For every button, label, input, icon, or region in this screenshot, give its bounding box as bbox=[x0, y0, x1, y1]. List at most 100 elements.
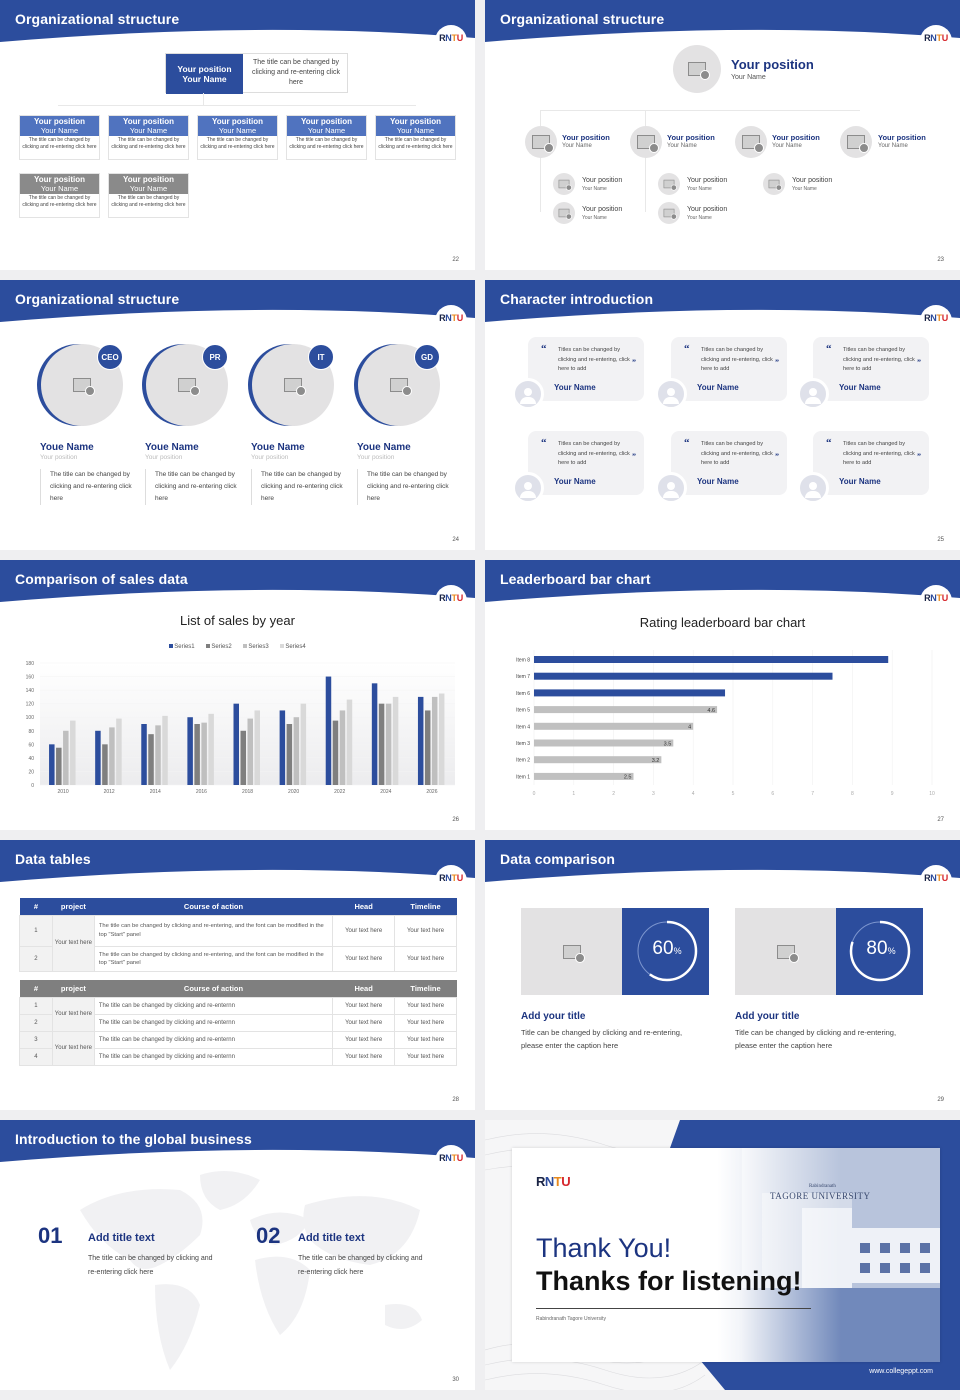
org-top-box[interactable]: Your position Your Name The title can be … bbox=[165, 53, 348, 94]
slide-23[interactable]: Organizational structure RNTU Your posit… bbox=[485, 0, 960, 270]
svg-text:Item 2: Item 2 bbox=[516, 758, 530, 764]
svg-text:2010: 2010 bbox=[57, 789, 68, 795]
org-box[interactable]: Your position Your Name The title can be c… bbox=[375, 115, 456, 160]
avatar-icon bbox=[655, 378, 687, 410]
name: Your Name bbox=[582, 215, 607, 221]
testimonial-card[interactable]: “ Titles can be changed by clicking and r… bbox=[671, 337, 787, 401]
testimonial-card[interactable]: “ Titles can be changed by clicking and r… bbox=[528, 431, 644, 495]
testimonial-card[interactable]: “ Titles can be changed by clicking and r… bbox=[813, 337, 929, 401]
org-box[interactable]: Your position Your Name The title can be c… bbox=[197, 115, 278, 160]
item-number: 02 bbox=[256, 1223, 281, 1248]
photo-placeholder[interactable] bbox=[673, 45, 721, 93]
image-placeholder[interactable] bbox=[521, 908, 622, 995]
table-row[interactable]: 2 The title can be changed by clicking a… bbox=[19, 945, 457, 972]
image-add-icon bbox=[768, 179, 782, 191]
svg-text:80: 80 bbox=[28, 729, 34, 735]
testimonial-card[interactable]: “ Titles can be changed by clicking and r… bbox=[528, 337, 644, 401]
slide-header: Organizational structure bbox=[0, 0, 475, 44]
svg-text:6: 6 bbox=[771, 791, 774, 797]
photo-placeholder[interactable] bbox=[553, 173, 575, 195]
data-table-1: # project Course of action Head Timeline… bbox=[19, 898, 457, 972]
role-badge: IT bbox=[308, 344, 334, 370]
slide-31[interactable]: Rabindranath TAGORE UNIVERSITY RNTU Than… bbox=[485, 1120, 960, 1390]
slide-27[interactable]: Leaderboard bar chart RNTU Rating leader… bbox=[485, 560, 960, 830]
person-info: Youe Name Your position The title can be c… bbox=[145, 442, 245, 505]
org-box[interactable]: Your position Your Name The title can be c… bbox=[108, 173, 189, 218]
image-add-icon bbox=[178, 378, 200, 396]
org-box[interactable]: Your position Your Name The title can be c… bbox=[286, 115, 367, 160]
slide-25[interactable]: Character introduction RNTU “ Titles can … bbox=[485, 280, 960, 550]
open-quote-icon: “ bbox=[684, 437, 690, 449]
photo-placeholder[interactable] bbox=[630, 126, 662, 158]
slide-29[interactable]: Data comparison RNTU 60% Add your title … bbox=[485, 840, 960, 1110]
svg-text:Item 4: Item 4 bbox=[516, 724, 530, 730]
image-add-icon bbox=[562, 944, 585, 963]
table-row[interactable]: 1 Your text here The title can be change… bbox=[19, 914, 457, 972]
position: Your position bbox=[772, 133, 820, 142]
open-quote-icon: “ bbox=[541, 437, 547, 449]
photo-placeholder[interactable] bbox=[735, 126, 767, 158]
university-building-image bbox=[742, 1148, 940, 1362]
slide-title: Leaderboard bar chart bbox=[500, 571, 651, 587]
svg-text:2024: 2024 bbox=[380, 789, 391, 795]
blue-frame bbox=[670, 1120, 960, 1390]
page-number: 27 bbox=[937, 817, 944, 823]
image-add-icon bbox=[663, 208, 677, 220]
svg-text:3.5: 3.5 bbox=[664, 741, 672, 747]
testimonial-card[interactable]: “ Titles can be changed by clicking and r… bbox=[671, 431, 787, 495]
data-table-2: # project Course of action Head Timeline… bbox=[19, 980, 457, 1066]
slide-26[interactable]: Comparison of sales data RNTU List of sa… bbox=[0, 560, 475, 830]
svg-text:20: 20 bbox=[28, 769, 34, 775]
close-quote-icon: ” bbox=[917, 358, 921, 367]
profile-photo[interactable]: PR bbox=[142, 344, 228, 426]
name: Your Name bbox=[687, 215, 712, 221]
progress-value: 80% bbox=[866, 938, 896, 959]
image-add-icon bbox=[558, 208, 572, 220]
item-desc: The title can be changed by clicking and… bbox=[88, 1255, 213, 1276]
svg-text:3.2: 3.2 bbox=[652, 758, 660, 764]
profile-photo[interactable]: IT bbox=[248, 344, 334, 426]
position: Your position bbox=[687, 206, 728, 213]
item-caption: Title can be changed by clicking and re-… bbox=[735, 1028, 897, 1050]
col-header: Timeline bbox=[410, 983, 441, 993]
header-wave bbox=[0, 840, 475, 882]
svg-text:160: 160 bbox=[26, 675, 35, 681]
org-box[interactable]: Your position Your Name The title can be c… bbox=[19, 173, 100, 218]
photo-placeholder[interactable] bbox=[525, 126, 557, 158]
slide-24[interactable]: Organizational structure RNTU CEO PR IT … bbox=[0, 280, 475, 550]
profile-photo[interactable]: GD bbox=[354, 344, 440, 426]
table-row[interactable]: 3 Your text here The title can be change… bbox=[19, 1030, 457, 1066]
item-title: Add title text bbox=[298, 1232, 365, 1244]
item-desc: The title can be changed by clicking and… bbox=[298, 1255, 423, 1276]
profile-photo[interactable]: CEO bbox=[37, 344, 123, 426]
table-row[interactable]: 4 The title can be changed by clicking a… bbox=[19, 1047, 457, 1066]
slide-28[interactable]: Data tables RNTU # project Course of act… bbox=[0, 840, 475, 1110]
testimonial-card[interactable]: “ Titles can be changed by clicking and r… bbox=[813, 431, 929, 495]
connector bbox=[540, 110, 860, 111]
table-row[interactable]: 1 Your text here The title can be change… bbox=[19, 996, 457, 1032]
photo-placeholder[interactable] bbox=[553, 202, 575, 224]
photo-placeholder[interactable] bbox=[658, 202, 680, 224]
svg-text:1: 1 bbox=[572, 791, 575, 797]
website-link[interactable]: www.collegeppt.com bbox=[869, 1368, 933, 1375]
person-info: Youe Name Your position The title can be c… bbox=[357, 442, 457, 505]
org-box[interactable]: Your position Your Name The title can be c… bbox=[19, 115, 100, 160]
slide-22[interactable]: Organizational structure RNTU Your posit… bbox=[0, 0, 475, 270]
progress-ring bbox=[849, 920, 911, 982]
slide-30[interactable]: Introduction to the global business RNTU… bbox=[0, 1120, 475, 1390]
rntu-logo: RNTU bbox=[920, 305, 952, 333]
image-add-icon bbox=[532, 135, 554, 153]
image-add-icon bbox=[847, 135, 869, 153]
photo-placeholder[interactable] bbox=[658, 173, 680, 195]
org-box[interactable]: Your position Your Name The title can be c… bbox=[108, 115, 189, 160]
svg-text:3: 3 bbox=[652, 791, 655, 797]
header-wave bbox=[0, 560, 475, 602]
person-info: Youe Name Your position The title can be c… bbox=[251, 442, 351, 505]
slide-header: Data comparison bbox=[485, 840, 960, 884]
photo-placeholder[interactable] bbox=[840, 126, 872, 158]
photo-placeholder[interactable] bbox=[763, 173, 785, 195]
chart-legend: Series1 Series2 Series3 Series4 bbox=[0, 644, 475, 650]
item-title: Add title text bbox=[88, 1232, 155, 1244]
image-placeholder[interactable] bbox=[735, 908, 836, 995]
col-header: Course of action bbox=[183, 901, 244, 911]
